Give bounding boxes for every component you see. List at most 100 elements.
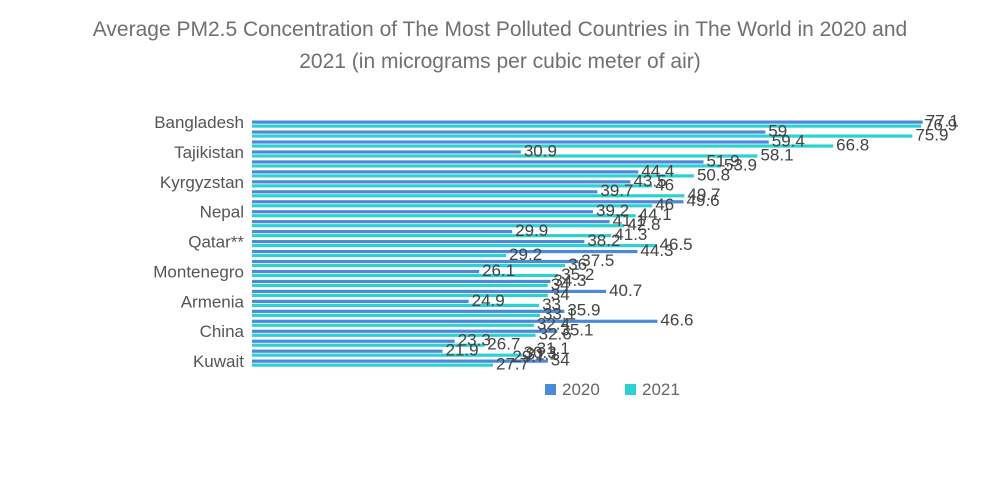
- bar-2021-montenegro: [252, 273, 559, 278]
- value-label: 27.7: [496, 355, 529, 374]
- value-label: 23.3: [458, 331, 491, 350]
- bar-2021-tajikistan: [252, 154, 758, 158]
- bar-2021-qatar-: [252, 244, 657, 248]
- value-label: 66.8: [836, 135, 869, 154]
- bar-2020-tajikistan: [252, 150, 521, 154]
- bar-2020-uzbekistan: [252, 220, 610, 224]
- category-label: Montenegro: [153, 262, 244, 281]
- bar-2021-north-macedonia: [252, 293, 548, 298]
- bar-2020-kazakhstan: [252, 319, 658, 323]
- value-label: 34: [551, 351, 570, 370]
- value-label: 35.2: [561, 265, 594, 284]
- legend: 2020 2021: [545, 380, 680, 399]
- bar-2020-chad: [252, 130, 766, 134]
- bar-2020-bangladesh: [252, 120, 923, 124]
- chart-title: Average PM2.5 Concentration of The Most …: [0, 14, 1000, 78]
- value-label: 29.9: [515, 221, 548, 240]
- bar-2021-pakistan: [252, 144, 834, 148]
- category-label: Nepal: [200, 203, 244, 222]
- value-label: 33.1: [543, 305, 576, 324]
- chart-title-line-2: 2021 (in micrograms per cubic meter of a…: [299, 50, 701, 73]
- bar-2021-armenia: [252, 303, 540, 307]
- bar-2020-armenia: [252, 299, 469, 303]
- value-label: 44.1: [639, 205, 672, 224]
- value-labels: 77.176.9 59 75.9 59.4 66.8 30.9 58.1 51.953.9 44…: [446, 112, 959, 374]
- value-label: 33: [542, 295, 561, 314]
- bar-2020-china: [252, 329, 558, 333]
- bar-2020-indonesia: [252, 279, 551, 284]
- value-label: 76.9: [924, 116, 957, 135]
- value-label: 58.1: [760, 145, 793, 164]
- bar-2021-kuwait: [252, 363, 493, 367]
- category-label: Kyrgyzstan: [160, 173, 244, 192]
- bar-2020-uae: [252, 349, 443, 353]
- value-label: 51.9: [707, 151, 740, 170]
- category-label: Armenia: [181, 292, 245, 311]
- value-label: 46.5: [660, 235, 693, 254]
- legend-swatch-2021: [625, 384, 636, 395]
- value-label: 44.4: [641, 161, 674, 180]
- bar-2020-mongolia: [252, 339, 455, 343]
- bars-group: [252, 120, 923, 367]
- bar-2021-nepal: [252, 214, 636, 218]
- bar-2021-bosnia-herzegovina: [252, 253, 507, 258]
- category-label: Bangladesh: [154, 113, 244, 132]
- category-label: China: [200, 322, 245, 341]
- bar-2021-sudan: [252, 313, 540, 317]
- chart-title-line-1: Average PM2.5 Concentration of The Most …: [92, 18, 908, 41]
- value-label: 32.6: [539, 325, 572, 344]
- category-label: Tajikistan: [174, 143, 244, 162]
- category-label: Kuwait: [193, 352, 244, 371]
- bar-2021-china: [252, 333, 536, 337]
- bar-2020-sudan: [252, 309, 565, 313]
- bar-2020-iraq: [252, 200, 684, 204]
- bar-2021-mongolia: [252, 343, 485, 347]
- bar-2020-pakistan: [252, 140, 769, 144]
- value-label: 29.7: [512, 347, 545, 366]
- value-label: 24.9: [472, 291, 505, 310]
- bar-2020-bosnia-herzegovina: [252, 249, 638, 254]
- bar-2020-egypt: [252, 259, 579, 264]
- bar-2021-iraq: [252, 204, 653, 208]
- bar-2020-india: [252, 160, 704, 164]
- bar-2020-bahrain: [252, 190, 598, 194]
- category-labels: Bangladesh Tajikistan Kyrgyzstan Nepal Qatar…: [153, 113, 244, 371]
- value-label: 34.3: [553, 271, 586, 290]
- bar-2021-afghanistan: [252, 234, 612, 238]
- bar-2021-uzbekistan: [252, 224, 625, 228]
- bar-2020-montenegro: [252, 269, 480, 274]
- value-label: 30.3: [524, 343, 557, 362]
- bar-2020-north-macedonia: [252, 289, 607, 294]
- value-label: 50.8: [697, 165, 730, 184]
- value-label: 34: [551, 285, 570, 304]
- bar-2021-chad: [252, 134, 913, 138]
- value-label: 39.2: [596, 201, 629, 220]
- bar-2021-uae: [252, 353, 523, 357]
- value-label: 42.8: [627, 215, 660, 234]
- value-label: 77.1: [926, 112, 959, 131]
- value-label: 75.9: [915, 125, 948, 144]
- value-label: 41.1: [613, 211, 646, 230]
- bar-2020-oman: [252, 170, 639, 174]
- bar-2020-nepal: [252, 210, 594, 214]
- bar-2021-indonesia: [252, 283, 548, 288]
- bar-2021-kyrgyzstan: [252, 184, 653, 188]
- value-label: 38.2: [587, 231, 620, 250]
- bar-2021-india: [252, 164, 721, 168]
- value-label: 34: [551, 275, 570, 294]
- value-label: 31.1: [537, 339, 570, 358]
- category-label: Qatar**: [188, 233, 244, 252]
- value-label: 31.1: [526, 345, 559, 364]
- legend-swatch-2020: [545, 384, 556, 395]
- bar-2021-bangladesh: [252, 124, 922, 128]
- value-label: 26.1: [482, 261, 515, 280]
- value-label: 35.1: [560, 321, 593, 340]
- bar-2020-qatar-: [252, 240, 585, 244]
- value-label: 36: [568, 255, 587, 274]
- value-label: 35.9: [567, 301, 600, 320]
- value-label: 49.7: [687, 185, 720, 204]
- value-label: 40.7: [609, 281, 642, 300]
- value-label: 43.5: [633, 171, 666, 190]
- bar-2020-kuwait: [252, 359, 548, 363]
